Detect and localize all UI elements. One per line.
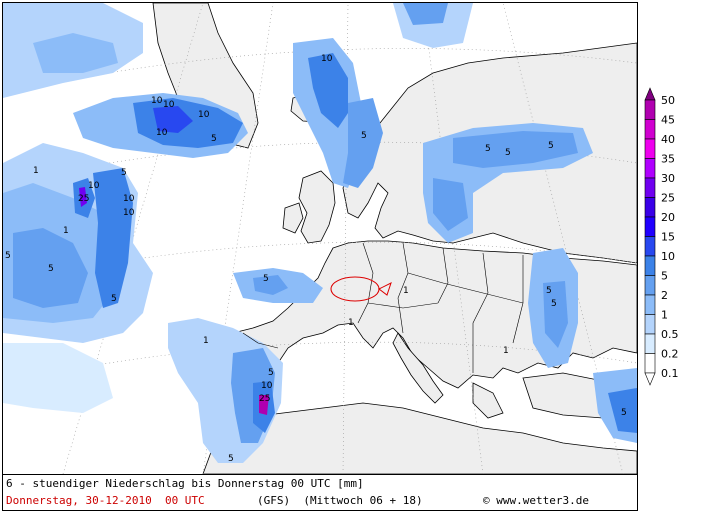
legend-swatch: [644, 275, 656, 296]
legend-swatch: [644, 197, 656, 218]
label-5: 5: [48, 264, 54, 274]
legend-label: 5: [661, 270, 668, 283]
legend-label: 20: [661, 211, 675, 224]
legend-swatch: [644, 138, 656, 159]
label-10: 10: [88, 181, 100, 191]
label-5: 5: [211, 134, 217, 144]
label-5: 5: [548, 141, 554, 151]
legend-label: 0.5: [661, 328, 679, 341]
legend-label: 40: [661, 133, 675, 146]
legend-swatch: [644, 255, 656, 276]
legend-arrow-bottom: [644, 372, 656, 386]
model-run: (GFS) (Mittwoch 06 + 18): [257, 494, 423, 507]
label-25: 25: [78, 194, 89, 204]
label-10: 10: [123, 208, 135, 218]
label-5: 5: [268, 368, 274, 378]
legend-swatch: [644, 158, 656, 179]
legend-label: 10: [661, 250, 675, 263]
label-5: 5: [228, 454, 234, 464]
legend-swatch: [644, 236, 656, 257]
copyright-text: © www.wetter3.de: [483, 494, 589, 507]
legend-swatch: [644, 353, 656, 374]
caption-box: 6 - stuendiger Niederschlag bis Donnerst…: [2, 475, 638, 511]
map-title: 6 - stuendiger Niederschlag bis Donnerst…: [6, 477, 364, 490]
legend-label: 0.1: [661, 367, 679, 380]
label-1: 1: [403, 286, 409, 296]
label-5: 5: [111, 294, 117, 304]
legend-label: 45: [661, 114, 675, 127]
label-10: 10: [321, 54, 333, 64]
legend-label: 35: [661, 153, 675, 166]
label-10: 10: [198, 110, 210, 120]
label-1: 1: [63, 226, 69, 236]
legend-swatch: [644, 177, 656, 198]
label-5: 5: [361, 131, 367, 141]
legend-label: 1: [661, 309, 668, 322]
legend-swatch: [644, 333, 656, 354]
italy: [392, 332, 444, 404]
label-1: 1: [33, 166, 39, 176]
ireland: [282, 202, 304, 234]
legend-swatch: [644, 119, 656, 140]
legend-arrow-top: [644, 87, 656, 101]
legend-label: 15: [661, 231, 675, 244]
label-1: 1: [348, 318, 354, 328]
legend-swatch: [644, 216, 656, 237]
precipitation-map: 10 10 10 10 5 10 10 25 10 10 5 5 5 5 1 1…: [2, 2, 638, 475]
label-10: 10: [261, 381, 273, 391]
label-10: 10: [151, 96, 163, 106]
label-5: 5: [505, 148, 511, 158]
map-canvas: 10 10 10 10 5 10 10 25 10 10 5 5 5 5 1 1…: [3, 3, 637, 474]
legend-bar: 50 45 40 35 30 25 20 15 10 5 2 1 0.5 0.2 0.1: [644, 87, 679, 386]
location-marker: [330, 276, 392, 302]
label-5: 5: [5, 251, 11, 261]
legend-label: 0.2: [661, 348, 679, 361]
color-legend: 50 45 40 35 30 25 20 15 10 5 2 1 0.5 0.2 0.1: [640, 86, 704, 396]
legend-label: 30: [661, 172, 675, 185]
label-5: 5: [621, 408, 627, 418]
legend-swatch: [644, 99, 656, 120]
label-1: 1: [203, 336, 209, 346]
country-borders: [242, 242, 524, 373]
label-25: 25: [259, 394, 270, 404]
label-10: 10: [156, 128, 168, 138]
legend-label: 25: [661, 192, 675, 205]
great-britain: [298, 170, 336, 244]
greece: [472, 382, 504, 419]
label-1: 1: [503, 346, 509, 356]
legend-label: 50: [661, 94, 675, 107]
label-5: 5: [546, 286, 552, 296]
precipitation-fields: [3, 3, 637, 463]
label-10: 10: [123, 194, 135, 204]
label-5: 5: [485, 144, 491, 154]
north-africa: [202, 402, 637, 474]
value-labels: 10 10 10 10 5 10 10 25 10 10 5 5 5 5 1 1…: [5, 54, 627, 464]
label-5: 5: [551, 299, 557, 309]
legend-label: 2: [661, 289, 668, 302]
label-5: 5: [121, 168, 127, 178]
legend-swatch: [644, 294, 656, 315]
label-5: 5: [263, 274, 269, 284]
valid-date: Donnerstag, 30-12-2010 00 UTC: [6, 494, 205, 507]
legend-swatch: [644, 314, 656, 335]
label-10: 10: [163, 100, 175, 110]
